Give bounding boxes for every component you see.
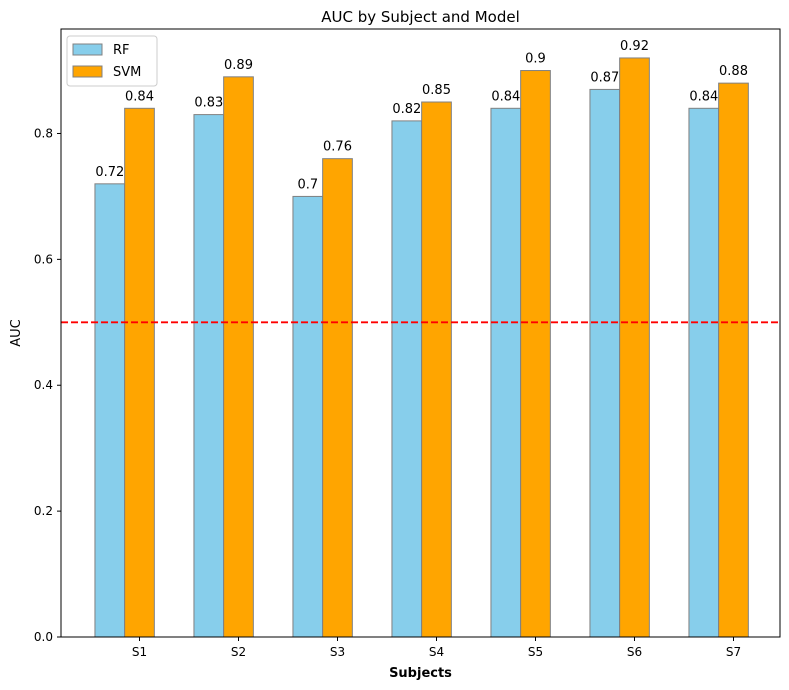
y-tick-label: 0.0: [34, 630, 53, 644]
bar-svm-s1: [124, 107, 155, 638]
bar-rf-s4: [391, 120, 423, 638]
x-tick-label-s2: S2: [231, 645, 246, 659]
bar-rf-s3: [292, 195, 324, 638]
bar-svm-s7: [718, 82, 749, 638]
chart-title: AUC by Subject and Model: [321, 8, 520, 26]
bar-svm-s4: [421, 101, 452, 638]
x-tick-label-s5: S5: [528, 645, 543, 659]
bar-rf-s1: [94, 183, 126, 638]
data-label-svm-s7: 0.88: [719, 64, 748, 79]
legend-swatch-rf: [72, 43, 103, 56]
data-label-svm-s2: 0.89: [224, 58, 253, 73]
bar-rf-s6: [589, 88, 621, 638]
y-axis-label: AUC: [9, 319, 24, 347]
x-tick-label-s1: S1: [132, 645, 147, 659]
data-label-rf-s4: 0.82: [392, 102, 421, 117]
data-label-rf-s6: 0.87: [590, 70, 619, 85]
bar-rf-s2: [193, 114, 225, 638]
data-label-rf-s5: 0.84: [491, 89, 520, 104]
x-tick-label-s7: S7: [726, 645, 741, 659]
data-label-rf-s7: 0.84: [689, 89, 718, 104]
bar-rf-s5: [490, 107, 522, 638]
data-label-svm-s3: 0.76: [323, 140, 352, 155]
y-tick-label: 0.8: [34, 126, 53, 140]
data-label-rf-s1: 0.72: [95, 165, 124, 180]
bar-svm-s6: [619, 57, 650, 638]
x-tick-label-s4: S4: [429, 645, 444, 659]
data-label-svm-s5: 0.9: [525, 52, 546, 67]
x-axis-label: Subjects: [389, 666, 452, 681]
y-axis: 0.0 0.2 0.4 0.6 0.8: [34, 126, 61, 644]
x-axis: S1 S2 S3 S4 S5 S6 S7: [132, 637, 741, 659]
legend-label-rf: RF: [113, 43, 130, 58]
legend-swatch-svm: [72, 65, 103, 78]
x-tick-label-s3: S3: [330, 645, 345, 659]
plot-frame: [60, 28, 781, 638]
x-tick-label-s6: S6: [627, 645, 642, 659]
bars-group: [94, 57, 749, 638]
bar-svm-s3: [322, 158, 353, 638]
legend-label-svm: SVM: [113, 65, 141, 80]
data-label-svm-s1: 0.84: [125, 89, 154, 104]
data-label-rf-s2: 0.83: [194, 96, 223, 111]
bar-rf-s7: [688, 107, 720, 638]
data-label-rf-s3: 0.7: [297, 177, 318, 192]
bar-svm-s5: [520, 70, 551, 638]
data-label-svm-s4: 0.85: [422, 83, 451, 98]
legend: RF SVM: [66, 35, 158, 87]
data-label-svm-s6: 0.92: [620, 39, 649, 54]
y-tick-label: 0.4: [34, 378, 53, 392]
y-tick-label: 0.6: [34, 252, 53, 266]
bar-svm-s2: [223, 76, 254, 638]
y-tick-label: 0.2: [34, 504, 53, 518]
data-labels-group: 0.72 0.83 0.7 0.82 0.84 0.87 0.84 0.84 0.89 0.76 0…: [95, 39, 748, 192]
